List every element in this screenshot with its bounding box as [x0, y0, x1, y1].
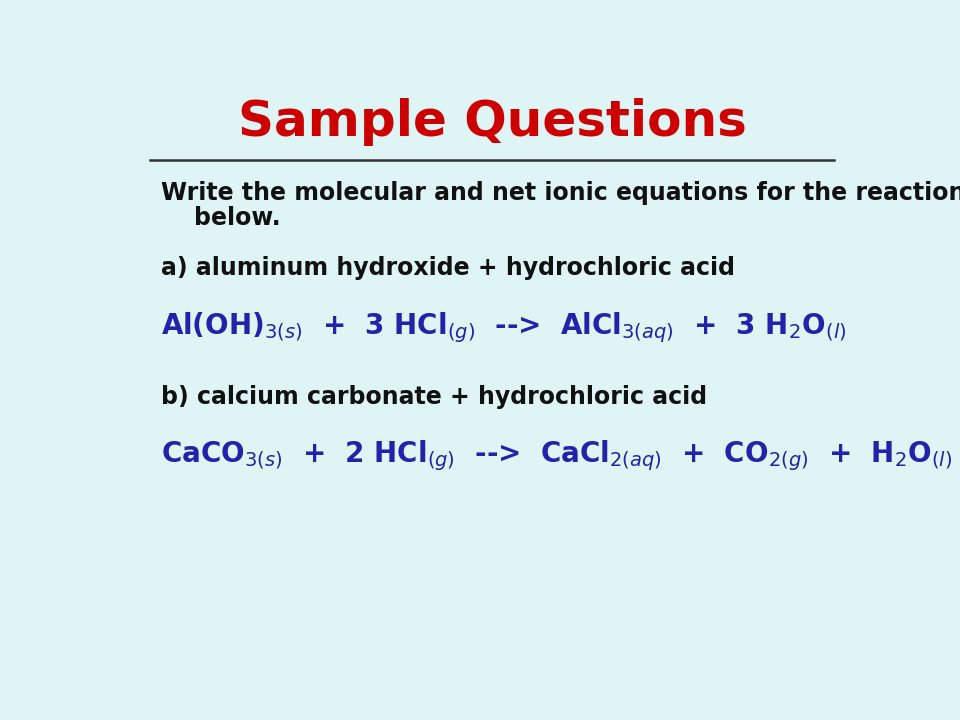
Text: Al(OH)$_{3(s)}$  +  3 HCl$_{(g)}$  -->  AlCl$_{3(aq)}$  +  3 H$_2$O$_{(l)}$: Al(OH)$_{3(s)}$ + 3 HCl$_{(g)}$ --> AlCl… [161, 310, 847, 345]
Text: below.: below. [161, 207, 280, 230]
Text: Sample Questions: Sample Questions [237, 99, 747, 146]
Text: b) calcium carbonate + hydrochloric acid: b) calcium carbonate + hydrochloric acid [161, 385, 708, 409]
Text: Write the molecular and net ionic equations for the reactions: Write the molecular and net ionic equati… [161, 181, 960, 205]
Text: CaCO$_{3(s)}$  +  2 HCl$_{(g)}$  -->  CaCl$_{2(aq)}$  +  CO$_{2(g)}$  +  H$_2$O$: CaCO$_{3(s)}$ + 2 HCl$_{(g)}$ --> CaCl$_… [161, 439, 952, 474]
Text: a) aluminum hydroxide + hydrochloric acid: a) aluminum hydroxide + hydrochloric aci… [161, 256, 735, 280]
